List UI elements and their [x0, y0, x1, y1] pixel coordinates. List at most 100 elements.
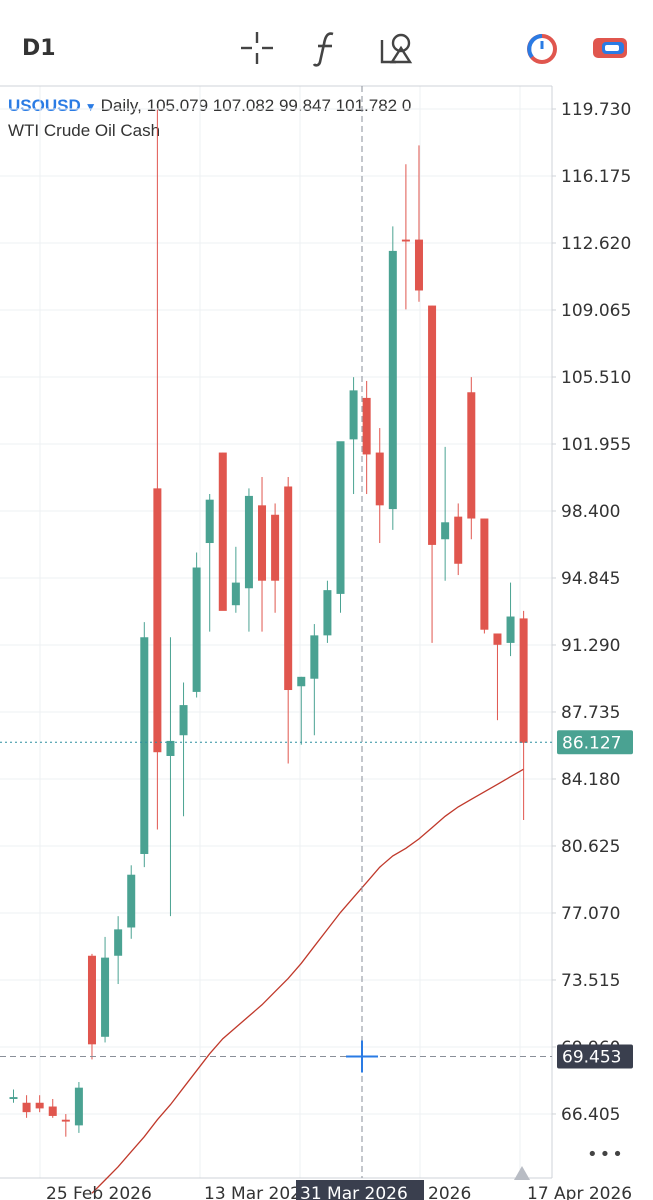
candle-body — [258, 505, 267, 581]
bullish-candle — [192, 552, 201, 698]
bearish-candle — [519, 610, 528, 821]
bullish-candle — [297, 676, 306, 745]
candles-layer — [9, 109, 528, 1137]
bearish-candle — [22, 1095, 31, 1118]
candle-body — [375, 452, 384, 506]
bearish-candle — [414, 145, 423, 302]
candle-body — [231, 582, 240, 606]
toolbar: D1 — [0, 0, 653, 86]
bullish-candle — [441, 446, 450, 581]
candle-body — [192, 567, 201, 692]
symbol-dropdown-icon[interactable]: ▼ — [84, 100, 97, 114]
time-tick-label: 13 Mar 2026 — [204, 1184, 312, 1200]
candle-body — [519, 618, 528, 743]
drawing-tools-icon[interactable] — [376, 28, 416, 68]
candle-body — [441, 522, 450, 540]
overlays — [0, 86, 552, 1178]
bearish-candle — [258, 477, 267, 632]
price-tick-label: 116.175 — [561, 167, 631, 187]
bullish-candle — [101, 936, 110, 1043]
bearish-candle — [153, 109, 162, 830]
axis-frame — [0, 85, 553, 1179]
price-tick-label: 69.960 — [561, 1038, 620, 1058]
price-axis[interactable]: 119.730 116.175 112.620 109.065 105.510 101.9… — [552, 100, 633, 1125]
candle-body — [454, 516, 463, 564]
scroll-to-latest-icon — [514, 1166, 530, 1180]
candle-body — [205, 499, 214, 544]
crosshair-price-label: 69.453 — [562, 1048, 621, 1068]
bearish-candle — [375, 428, 384, 544]
bullish-candle — [74, 1082, 83, 1133]
bearish-candle — [428, 305, 437, 643]
candle-body — [140, 637, 149, 854]
crosshair-price-badge — [557, 1044, 633, 1069]
bullish-candle — [388, 226, 397, 530]
bullish-candle — [166, 637, 175, 917]
candle-body — [428, 305, 437, 545]
bullish-candle — [310, 624, 319, 736]
symbol-label[interactable]: USOUSD — [8, 96, 81, 115]
candle-body — [87, 955, 96, 1045]
bullish-candle — [140, 622, 149, 868]
candle-body — [480, 518, 489, 630]
candle-body — [336, 441, 345, 594]
candle-body — [506, 616, 515, 643]
moving-average-line — [91, 768, 524, 1194]
period-label: Daily, — [100, 96, 142, 115]
candle-body — [35, 1102, 44, 1109]
price-tick-label: 112.620 — [561, 234, 631, 254]
bearish-candle — [454, 503, 463, 576]
bearish-candle — [480, 518, 489, 634]
crosshair-icon[interactable] — [237, 28, 277, 68]
bearish-candle — [48, 1098, 57, 1118]
price-tick-label: 119.730 — [561, 100, 631, 120]
bullish-candle — [179, 682, 188, 817]
time-tick-label: 17 Apr 2026 — [527, 1184, 632, 1200]
candle-body — [310, 635, 319, 679]
candle-body — [323, 590, 332, 636]
timeframe-button[interactable]: D1 — [22, 36, 56, 61]
current-price-badge — [557, 730, 633, 755]
candle-body — [101, 957, 110, 1037]
candle-body — [362, 397, 371, 455]
bearish-candle — [493, 633, 502, 721]
bearish-candle — [467, 377, 476, 540]
price-tick-label: 105.510 — [561, 368, 631, 388]
candle-body — [284, 486, 293, 691]
price-tick-label: 98.400 — [561, 502, 620, 522]
candle-body — [401, 239, 410, 242]
candle-body — [74, 1087, 83, 1126]
candle-body — [467, 392, 476, 519]
time-tick-label: 25 Feb 2026 — [46, 1184, 152, 1200]
symbol-description: WTI Crude Oil Cash — [8, 121, 161, 140]
candle-body — [218, 452, 227, 611]
candle-body — [48, 1106, 57, 1116]
candle-body — [61, 1119, 70, 1122]
price-tick-label: 94.845 — [561, 569, 620, 589]
function-icon[interactable] — [306, 28, 346, 68]
candle-body — [127, 874, 136, 928]
more-menu-icon[interactable]: ••• — [587, 1144, 625, 1165]
toggle-icon[interactable] — [590, 28, 630, 68]
candle-body — [349, 390, 358, 440]
price-tick-label: 77.070 — [561, 904, 620, 924]
price-tick-label: 80.625 — [561, 837, 620, 857]
bullish-candle — [127, 865, 136, 939]
time-tick-label: 2026 — [428, 1184, 471, 1200]
bearish-candle — [87, 953, 96, 1060]
ohlc-values: 105.079 107.082 99.847 101.782 0 — [146, 96, 412, 115]
price-tick-label: 66.405 — [561, 1105, 620, 1125]
price-tick-label: 109.065 — [561, 301, 631, 321]
bullish-candle — [205, 494, 214, 632]
crosshair-date-badge — [296, 1180, 424, 1200]
bearish-candle — [284, 477, 293, 764]
price-tick-label: 101.955 — [561, 435, 631, 455]
moving-average-layer — [91, 768, 524, 1194]
bearish-candle — [35, 1095, 44, 1113]
bullish-candle — [231, 546, 240, 613]
price-tick-label: 87.735 — [561, 703, 620, 723]
timer-icon[interactable] — [522, 28, 562, 68]
price-tick-label: 73.515 — [561, 971, 620, 991]
